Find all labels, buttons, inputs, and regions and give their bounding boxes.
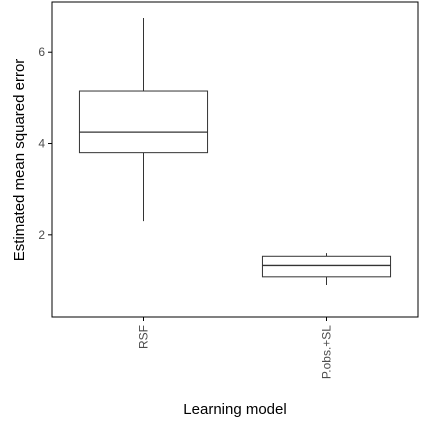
y-tick-label: 6 bbox=[38, 45, 45, 59]
y-tick-label: 2 bbox=[38, 228, 45, 242]
x-axis-ticks: RSF P.obs.+SL bbox=[137, 317, 334, 379]
x-tick-label: RSF bbox=[137, 325, 151, 349]
box-iqr bbox=[78, 90, 209, 154]
x-axis-title: Learning model bbox=[183, 401, 286, 418]
y-axis-title: Estimated mean squared error bbox=[11, 59, 28, 262]
box-iqr bbox=[261, 255, 392, 278]
y-axis-ticks: 2 4 6 bbox=[38, 45, 52, 242]
y-tick-label: 4 bbox=[38, 137, 45, 151]
x-tick-label: P.obs.+SL bbox=[320, 325, 334, 379]
box-series bbox=[78, 17, 392, 286]
